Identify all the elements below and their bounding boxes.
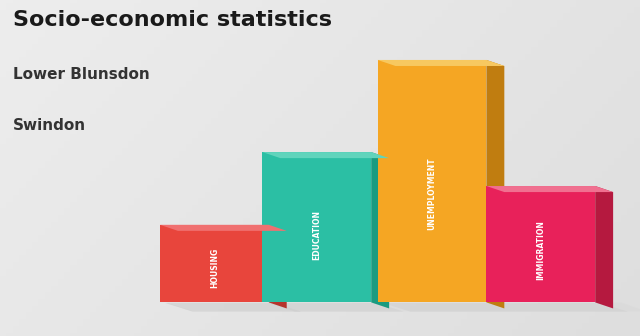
Text: IMMIGRATION: IMMIGRATION [536,220,545,280]
Polygon shape [383,303,518,311]
Polygon shape [166,302,640,311]
Polygon shape [595,186,613,308]
Polygon shape [160,225,287,231]
Polygon shape [378,60,486,302]
Polygon shape [268,303,403,311]
Polygon shape [160,225,269,302]
Polygon shape [269,225,287,308]
Polygon shape [492,303,627,311]
Polygon shape [262,152,389,158]
Polygon shape [486,60,504,308]
Text: Swindon: Swindon [13,118,86,133]
Polygon shape [486,186,613,192]
Text: HOUSING: HOUSING [210,247,219,288]
Polygon shape [378,60,504,66]
Polygon shape [371,152,389,308]
Polygon shape [165,303,301,311]
Text: UNEMPLOYMENT: UNEMPLOYMENT [428,157,436,229]
Polygon shape [262,152,371,302]
Text: EDUCATION: EDUCATION [312,210,321,260]
Polygon shape [486,186,595,302]
Text: Lower Blunsdon: Lower Blunsdon [13,67,150,82]
Text: Socio-economic statistics: Socio-economic statistics [13,10,332,30]
